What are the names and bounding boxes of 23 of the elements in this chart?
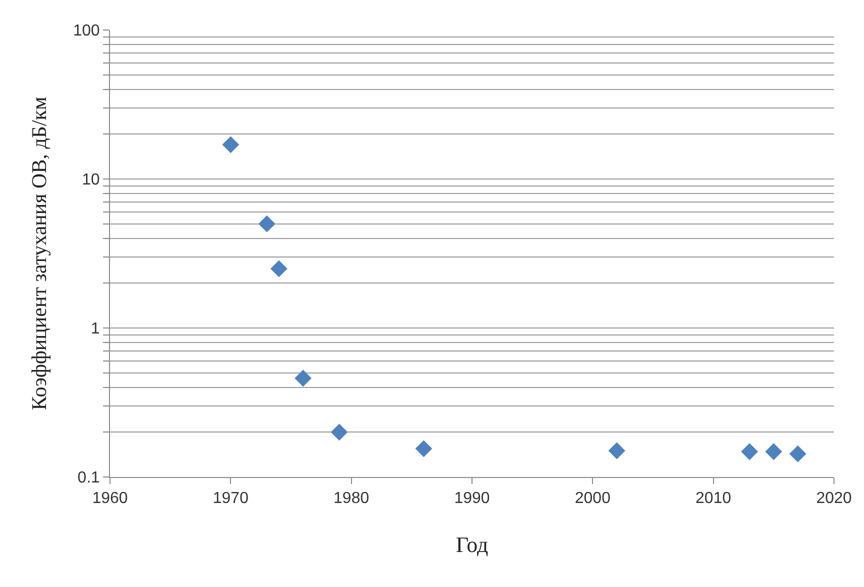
x-tick-label: 2000: [574, 490, 611, 508]
point: [258, 215, 276, 232]
point: [222, 136, 240, 154]
y-axis-title: Коэффициент затухания ОВ, дБ/км: [27, 96, 52, 410]
point: [741, 443, 758, 460]
x-axis-title: Год: [456, 532, 488, 558]
x-tick-label: 2010: [696, 490, 732, 508]
point: [270, 260, 288, 278]
x-tick-label: 1960: [92, 490, 128, 508]
point: [415, 440, 432, 458]
point: [765, 443, 782, 460]
x-tick-label: 1990: [454, 490, 490, 508]
point: [789, 445, 806, 462]
y-tick-label: 0.1: [78, 470, 100, 487]
y-tick-label: 10: [82, 172, 100, 189]
x-tick-label: 2020: [816, 490, 852, 508]
y-tick-label: 100: [73, 22, 100, 40]
y-tick-label: 1: [90, 320, 100, 338]
point: [608, 442, 626, 460]
x-tick-label: 1980: [334, 490, 370, 508]
point: [330, 424, 348, 441]
x-tick-label: 1970: [212, 490, 249, 508]
point: [294, 370, 312, 387]
